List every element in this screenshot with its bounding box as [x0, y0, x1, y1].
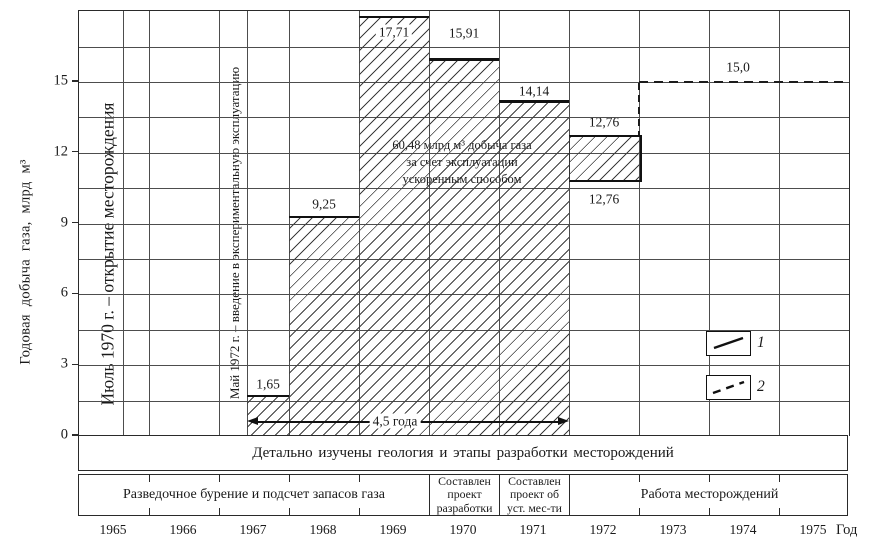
legend-label-1: 1	[757, 334, 765, 351]
x-year-label: 1965	[99, 522, 127, 537]
stage-divider	[499, 475, 501, 515]
bar-top-line	[499, 100, 569, 103]
x-year-label: 1971	[519, 522, 547, 537]
x-year-label: 1970	[449, 522, 477, 537]
stage-year-tick	[779, 475, 781, 482]
legend-label-2: 2	[757, 378, 765, 395]
bar-value-label: 14,14	[515, 83, 553, 99]
stage-divider	[569, 475, 571, 515]
value-gridline	[79, 46, 849, 48]
plot-area: Июль 1970 г. – открытие месторождения Ма…	[78, 10, 850, 436]
event-marker-line	[122, 11, 124, 436]
plateau-level-label: 15,0	[723, 59, 753, 75]
bar-top-line	[429, 58, 499, 61]
bar-top-line	[359, 15, 429, 19]
y-tick-label: 12	[53, 143, 69, 160]
y-axis-title: Годовая добыча газа, млрд м³	[17, 159, 34, 365]
bar-value-label: 17,71	[375, 24, 413, 40]
legend-swatch-actual	[706, 331, 751, 356]
bar-top-line	[247, 394, 289, 398]
year-gridline	[568, 11, 570, 436]
bar-value-label: 15,91	[445, 25, 483, 41]
timeline-row-overall: Детально изучены геология и этапы разраб…	[78, 435, 848, 471]
y-tick-label: 15	[53, 72, 69, 89]
stage-development-line-1: Составлен	[438, 473, 491, 488]
x-year-label: 1972	[589, 522, 617, 537]
bar-value-label: 9,25	[309, 196, 339, 212]
accelerated-share-box-1972	[569, 134, 642, 182]
y-tick-mark	[72, 80, 79, 82]
x-year-label: 1966	[169, 522, 197, 537]
stage-year-tick	[709, 475, 711, 482]
stage-year-tick	[219, 508, 221, 515]
legend-swatch-projected	[706, 375, 751, 400]
stage-year-tick	[709, 508, 711, 515]
stage-year-tick	[359, 508, 361, 515]
x-year-label: 1969	[379, 522, 407, 537]
year-gridline	[708, 11, 710, 436]
stage-year-tick	[219, 475, 221, 482]
dashed-line-icon	[712, 380, 745, 395]
y-tick-label: 3	[60, 355, 68, 372]
arrowhead-right	[558, 417, 569, 426]
stage-development-project: Составлен проект разработки	[430, 473, 499, 515]
annotation-experimental-vertical: Май 1972 г. – введение в экспериментальн…	[226, 62, 244, 404]
y-tick-mark	[72, 292, 79, 295]
y-tick-mark	[72, 221, 79, 224]
stage-year-tick	[289, 475, 291, 482]
stage-divider	[429, 475, 431, 515]
x-year-label: 1975	[799, 522, 827, 537]
projected-plateau-dashed-drop	[638, 83, 640, 135]
x-axis-unit-label: Год	[836, 522, 858, 538]
arrowhead-left	[247, 417, 258, 426]
stage-facility-line-3: уст. мес-ти	[507, 500, 562, 515]
stage-year-tick	[149, 475, 151, 482]
x-year-label: 1973	[659, 522, 687, 537]
stage-year-tick	[359, 475, 361, 482]
y-tick-label: 0	[60, 426, 68, 443]
stage-operation-label: Работа месторождений	[640, 487, 779, 502]
year-gridline	[638, 11, 640, 436]
stage-operation: Работа месторождений	[570, 475, 849, 515]
stage-exploration: Разведочное бурение и подсчет запасов га…	[79, 475, 429, 515]
stage-year-tick	[289, 508, 291, 515]
projected-plateau-dashed-line	[639, 81, 849, 83]
span-arrow-label: 4,5 года	[369, 413, 421, 429]
x-year-label: 1974	[729, 522, 757, 537]
timeline-row-stages: Разведочное бурение и подсчет запасов га…	[78, 474, 848, 516]
x-year-label: 1968	[309, 522, 337, 537]
year-gridline	[218, 11, 220, 436]
x-year-label: 1967	[239, 522, 267, 537]
year-gridline	[778, 11, 780, 436]
stage-facility-project: Составлен проект об уст. мес-ти	[500, 473, 569, 515]
box-1972-label-below: 12,76	[585, 191, 623, 207]
stage-year-tick	[639, 475, 641, 482]
y-tick-mark	[72, 151, 79, 153]
stage-year-tick	[639, 508, 641, 515]
production-hatched-area	[247, 18, 569, 436]
year-gridline	[148, 11, 150, 436]
stage-development-line-2: проект	[447, 487, 482, 502]
event-marker-line	[246, 11, 248, 436]
stage-facility-line-1: Составлен	[508, 473, 561, 488]
stage-development-line-3: разработки	[436, 500, 493, 515]
y-tick-mark	[72, 434, 79, 436]
timeline-row-overall-label: Детально изучены геология и этапы разраб…	[252, 444, 674, 461]
stage-year-tick	[149, 508, 151, 515]
stage-exploration-label: Разведочное бурение и подсчет запасов га…	[122, 487, 386, 502]
y-tick-label: 6	[60, 284, 68, 301]
stage-facility-line-2: проект об	[509, 487, 560, 502]
y-tick-label: 9	[60, 214, 68, 231]
y-tick-mark	[72, 363, 79, 365]
bar-top-line	[289, 215, 359, 218]
annotation-discovery-vertical: Июль 1970 г. – открытие месторождения	[96, 98, 120, 410]
stage-year-tick	[779, 508, 781, 515]
bar-value-label: 1,65	[253, 376, 283, 392]
solid-line-icon	[713, 336, 744, 350]
